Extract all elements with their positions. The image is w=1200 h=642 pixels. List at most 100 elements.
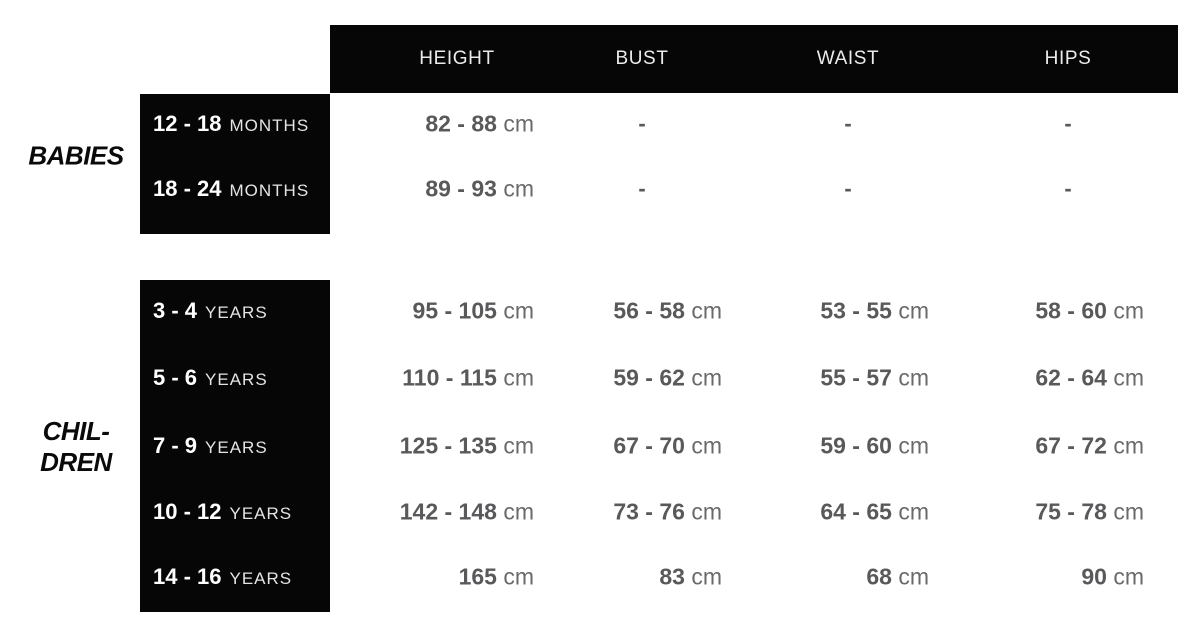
column-header-hips: HIPS [1044, 48, 1092, 69]
age-label-babies-0: 12 - 18 MONTHS [153, 111, 309, 137]
measurement-range: 64 - 65 [820, 498, 892, 525]
age-label-children-0: 3 - 4 YEARS [153, 298, 268, 324]
measurement-unit: cm [684, 498, 722, 525]
section-label-line: DREN [40, 447, 112, 477]
age-range: 18 - 24 [153, 176, 222, 201]
age-unit-label: YEARS [205, 370, 268, 389]
age-label-children-2: 7 - 9 YEARS [153, 433, 268, 459]
age-label-children-3: 10 - 12 YEARS [153, 499, 292, 525]
section-label-line: CHIL- [42, 416, 110, 446]
measurement-range: 82 - 88 [425, 110, 497, 137]
value-cell-waist: 68 cm [866, 564, 929, 591]
empty-cell-waist: - [844, 111, 852, 136]
measurement-unit: cm [1106, 432, 1144, 459]
age-range: 12 - 18 [153, 111, 222, 136]
value-cell-bust: 59 - 62 cm [613, 365, 722, 392]
measurement-range: 165 [458, 563, 497, 590]
value-cell-hips: 62 - 64 cm [1035, 365, 1144, 392]
measurement-range: 56 - 58 [613, 297, 685, 324]
value-cell-hips: 58 - 60 cm [1035, 298, 1144, 325]
empty-cell-hips: - [1064, 111, 1072, 136]
measurement-unit: cm [496, 364, 534, 391]
value-cell-waist: 55 - 57 cm [820, 365, 929, 392]
measurement-range: 68 [866, 563, 892, 590]
measurement-unit: cm [684, 563, 722, 590]
value-cell-bust: 73 - 76 cm [613, 499, 722, 526]
measurement-unit: cm [891, 297, 929, 324]
measurement-unit: cm [496, 297, 534, 324]
value-cell-hips: 67 - 72 cm [1035, 433, 1144, 460]
age-label-children-1: 5 - 6 YEARS [153, 365, 268, 391]
age-unit-label: YEARS [205, 438, 268, 457]
age-unit-label: MONTHS [229, 181, 310, 200]
measurement-unit: cm [1106, 498, 1144, 525]
measurement-range: 90 [1081, 563, 1107, 590]
value-cell-height: 125 - 135 cm [400, 433, 534, 460]
measurement-unit: cm [496, 110, 534, 137]
measurement-unit: cm [891, 364, 929, 391]
value-cell-height: 165 cm [459, 564, 534, 591]
age-range: 10 - 12 [153, 499, 222, 524]
value-cell-height: 82 - 88 cm [425, 111, 534, 138]
age-range: 14 - 16 [153, 564, 222, 589]
value-cell-waist: 59 - 60 cm [820, 433, 929, 460]
value-cell-height: 89 - 93 cm [425, 176, 534, 203]
column-header-waist: WAIST [816, 48, 880, 69]
age-label-children-4: 14 - 16 YEARS [153, 564, 292, 590]
age-unit-label: YEARS [205, 303, 268, 322]
section-label-children: CHIL- DREN [0, 416, 152, 478]
measurement-unit: cm [891, 563, 929, 590]
measurement-range: 75 - 78 [1035, 498, 1107, 525]
empty-cell-hips: - [1064, 176, 1072, 201]
value-cell-bust: 83 cm [659, 564, 722, 591]
value-cell-bust: 67 - 70 cm [613, 433, 722, 460]
measurement-unit: cm [684, 297, 722, 324]
value-cell-waist: 64 - 65 cm [820, 499, 929, 526]
measurement-range: 73 - 76 [613, 498, 685, 525]
measurement-range: 53 - 55 [820, 297, 892, 324]
measurement-unit: cm [684, 432, 722, 459]
value-cell-hips: 75 - 78 cm [1035, 499, 1144, 526]
age-unit-label: MONTHS [229, 116, 310, 135]
empty-cell-waist: - [844, 176, 852, 201]
measurement-range: 83 [659, 563, 685, 590]
measurement-unit: cm [496, 175, 534, 202]
measurement-range: 55 - 57 [820, 364, 892, 391]
empty-cell-bust: - [638, 111, 646, 136]
empty-cell-bust: - [638, 176, 646, 201]
age-unit-label: YEARS [229, 504, 293, 523]
value-cell-height: 142 - 148 cm [400, 499, 534, 526]
measurement-unit: cm [496, 563, 534, 590]
children-age-box: 3 - 4 YEARS 5 - 6 YEARS 7 - 9 YEARS 10 - 12 YEA… [140, 280, 330, 612]
measurement-range: 125 - 135 [399, 432, 497, 459]
measurement-range: 67 - 72 [1035, 432, 1107, 459]
section-label-babies: BABIES [0, 141, 152, 172]
value-cell-bust: 56 - 58 cm [613, 298, 722, 325]
measurement-range: 110 - 115 [402, 364, 497, 391]
measurement-range: 142 - 148 [399, 498, 497, 525]
measurement-unit: cm [891, 432, 929, 459]
measurement-unit: cm [1106, 364, 1144, 391]
age-range: 5 - 6 [153, 365, 198, 390]
column-header-bar: HEIGHT BUST WAIST HIPS [330, 25, 1178, 93]
measurement-unit: cm [1106, 297, 1144, 324]
age-label-babies-1: 18 - 24 MONTHS [153, 176, 309, 202]
measurement-range: 59 - 62 [613, 364, 685, 391]
measurement-unit: cm [496, 432, 534, 459]
measurement-unit: cm [684, 364, 722, 391]
column-header-height: HEIGHT [419, 48, 495, 69]
measurement-unit: cm [891, 498, 929, 525]
measurement-range: 89 - 93 [425, 175, 497, 202]
value-cell-height: 110 - 115 cm [402, 365, 534, 392]
value-cell-height: 95 - 105 cm [413, 298, 534, 325]
age-unit-label: YEARS [229, 569, 293, 588]
measurement-range: 95 - 105 [412, 297, 497, 324]
measurement-range: 59 - 60 [820, 432, 892, 459]
measurement-unit: cm [496, 498, 534, 525]
measurement-unit: cm [1106, 563, 1144, 590]
measurement-range: 58 - 60 [1035, 297, 1107, 324]
column-header-bust: BUST [615, 48, 669, 69]
measurement-range: 67 - 70 [613, 432, 685, 459]
age-range: 3 - 4 [153, 298, 198, 323]
